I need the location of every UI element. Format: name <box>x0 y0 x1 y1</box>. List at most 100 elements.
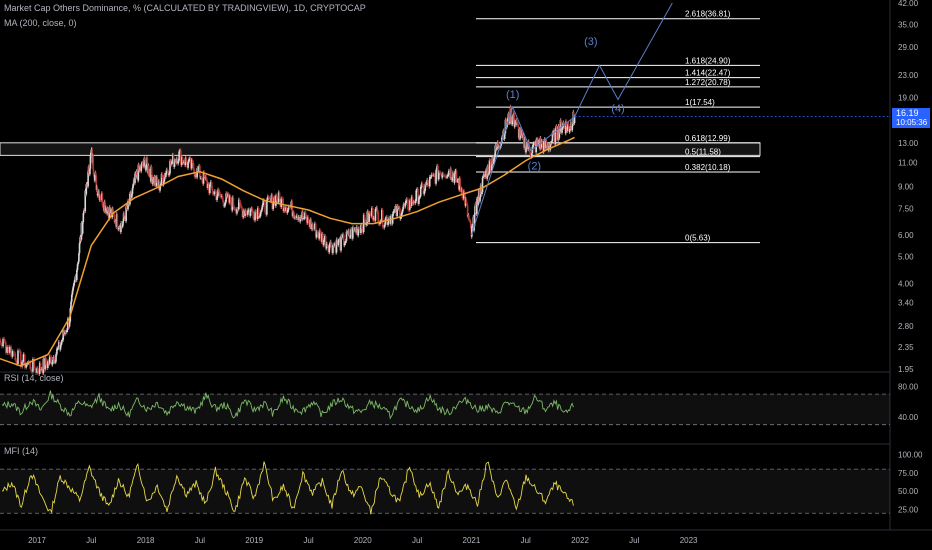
candle-body <box>205 176 208 180</box>
candle-body <box>524 139 527 153</box>
candle-body <box>48 356 51 364</box>
candle-body <box>84 190 87 212</box>
candle-body <box>220 195 223 197</box>
candle-body <box>247 209 250 211</box>
candle-body <box>23 354 26 368</box>
fib-level-label: 1(17.54) <box>685 98 715 107</box>
candle-body <box>237 208 239 210</box>
candle-body <box>43 358 46 370</box>
wave-projection-path <box>470 2 673 236</box>
candle-body <box>242 210 245 218</box>
candle-body <box>412 201 415 204</box>
candle-body <box>228 196 231 203</box>
candle-body <box>487 173 490 175</box>
candle-body <box>252 211 255 219</box>
mfi-tick-label: 100.00 <box>898 450 923 459</box>
candle-body <box>78 243 81 254</box>
candle-body <box>106 208 109 214</box>
candle-body <box>50 357 53 365</box>
candle-body <box>228 194 230 203</box>
candle-body <box>517 123 519 127</box>
candle-body <box>140 164 143 172</box>
candle-body <box>444 175 446 177</box>
fib-level-label: 0.5(11.58) <box>685 148 721 157</box>
candle-body <box>328 245 331 253</box>
candle-body <box>419 186 422 197</box>
candle-body <box>438 172 440 180</box>
candle-body <box>327 246 330 253</box>
candle-body <box>425 183 427 186</box>
candle-body <box>54 361 56 363</box>
candle-body <box>405 199 408 203</box>
candle-body <box>387 221 389 225</box>
candle-body <box>262 200 265 206</box>
mfi-tick-label: 25.00 <box>898 506 919 515</box>
candle-body <box>38 363 41 374</box>
candle-body <box>376 207 379 212</box>
candle-body <box>278 192 281 199</box>
candle-body <box>166 169 169 172</box>
candle-body <box>180 150 182 166</box>
candle-body <box>253 218 255 221</box>
candle-body <box>365 224 368 226</box>
candle-body <box>532 145 534 147</box>
candle-body <box>295 215 298 218</box>
candle-body <box>261 205 264 210</box>
candle-body <box>144 160 147 171</box>
y-tick-label: 13.00 <box>898 139 919 148</box>
candle-body <box>333 243 336 246</box>
candle-body <box>469 220 471 222</box>
candle-body <box>551 132 554 142</box>
candle-body <box>89 168 91 175</box>
support-zone <box>0 142 761 156</box>
candle-body <box>209 184 211 194</box>
candle-body <box>370 213 372 217</box>
candle-body <box>489 160 492 162</box>
candle-body <box>480 185 483 195</box>
candle-body <box>413 201 416 204</box>
candle-body <box>55 354 57 362</box>
candle-body <box>571 124 574 127</box>
candle-body <box>329 241 332 246</box>
candle-body <box>554 129 557 145</box>
x-tick-label: 2020 <box>354 536 372 545</box>
candle-body <box>321 233 323 242</box>
candle-body <box>163 174 166 182</box>
candle-body <box>490 165 493 171</box>
candle-body <box>92 155 94 170</box>
candle-body <box>272 203 275 210</box>
candle-body <box>223 205 226 207</box>
candle-body <box>382 227 385 229</box>
candle-body <box>101 193 104 206</box>
candle-body <box>83 210 85 214</box>
candle-body <box>373 217 376 221</box>
candle-body <box>95 175 98 190</box>
candle-body <box>276 195 278 201</box>
candle-body <box>138 164 140 171</box>
candle-body <box>243 210 246 217</box>
candle-body <box>314 223 317 238</box>
candle-body <box>137 164 140 181</box>
candle-body <box>567 123 570 127</box>
candle-body <box>300 216 303 220</box>
candle-body <box>78 253 80 262</box>
x-tick-label: 2017 <box>28 536 46 545</box>
candle-body <box>306 217 309 223</box>
candle-body <box>6 346 8 353</box>
x-tick-label: 2018 <box>137 536 155 545</box>
candle-body <box>159 186 161 191</box>
candle-body <box>246 213 248 215</box>
candle-body <box>195 175 198 178</box>
candle-body <box>211 188 214 194</box>
candle-body <box>529 152 532 156</box>
candle-body <box>417 189 419 204</box>
candle-body <box>403 204 406 207</box>
candle-body <box>568 126 570 132</box>
candle-body <box>443 175 446 177</box>
candle-body <box>351 229 353 239</box>
candle-body <box>357 228 360 236</box>
candle-body <box>202 172 205 184</box>
candle-body <box>325 243 328 249</box>
candle-body <box>410 196 413 206</box>
